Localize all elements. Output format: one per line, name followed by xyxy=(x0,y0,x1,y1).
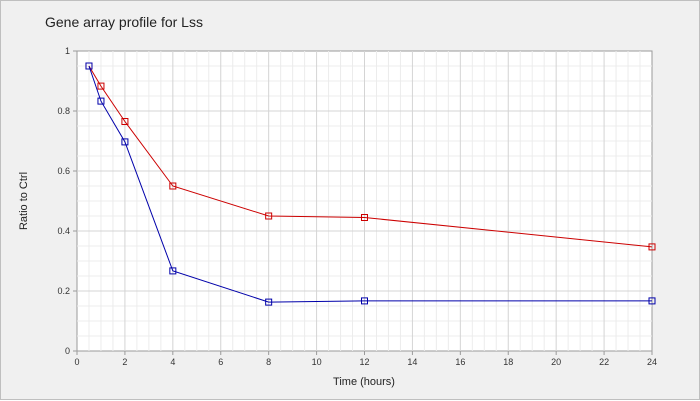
x-tick-label: 22 xyxy=(599,357,609,367)
x-axis-ticks: 0 2 4 6 8 10 12 14 16 18 20 22 24 xyxy=(74,351,657,367)
x-tick-label: 16 xyxy=(455,357,465,367)
x-tick-label: 0 xyxy=(74,357,79,367)
y-tick-label: 0 xyxy=(65,346,70,356)
series-2 xyxy=(85,62,656,306)
x-tick-label: 20 xyxy=(551,357,561,367)
series-layer xyxy=(85,62,656,306)
x-tick-label: 2 xyxy=(122,357,127,367)
series-1-point[interactable] xyxy=(97,82,105,90)
series-2-point[interactable] xyxy=(265,298,273,306)
y-tick-label: 0.2 xyxy=(57,286,70,296)
x-tick-label: 12 xyxy=(359,357,369,367)
series-2-point[interactable] xyxy=(121,138,129,146)
series-2-point[interactable] xyxy=(169,267,177,275)
y-axis-label: Ratio to Ctrl xyxy=(18,172,30,230)
series-1-point[interactable] xyxy=(169,182,177,190)
x-tick-label: 14 xyxy=(407,357,417,367)
series-1-point[interactable] xyxy=(121,118,129,125)
series-2-line xyxy=(88,65,652,303)
y-tick-label: 1 xyxy=(65,46,70,56)
series-1-point[interactable] xyxy=(265,212,273,220)
y-axis-ticks: 0 0.2 0.4 0.6 0.8 1 xyxy=(57,46,77,356)
series-1-line xyxy=(88,65,653,248)
x-tick-label: 4 xyxy=(170,357,175,367)
series-2-point[interactable] xyxy=(85,62,93,70)
series-2-point[interactable] xyxy=(97,97,105,105)
x-tick-label: 10 xyxy=(312,357,322,367)
chart-title: Gene array profile for Lss xyxy=(45,14,203,30)
series-1-point[interactable] xyxy=(648,243,656,251)
x-tick-label: 8 xyxy=(266,357,271,367)
x-tick-label: 24 xyxy=(647,357,657,367)
y-tick-label: 0.6 xyxy=(57,166,70,176)
x-axis-label: Time (hours) xyxy=(333,376,395,388)
series-1 xyxy=(85,62,656,251)
y-tick-label: 0.8 xyxy=(57,106,70,116)
x-tick-label: 6 xyxy=(218,357,223,367)
series-2-point[interactable] xyxy=(648,297,656,305)
x-tick-label: 18 xyxy=(503,357,513,367)
series-1-point[interactable] xyxy=(361,214,368,221)
y-tick-label: 0.4 xyxy=(57,226,70,236)
series-2-point[interactable] xyxy=(361,297,368,305)
